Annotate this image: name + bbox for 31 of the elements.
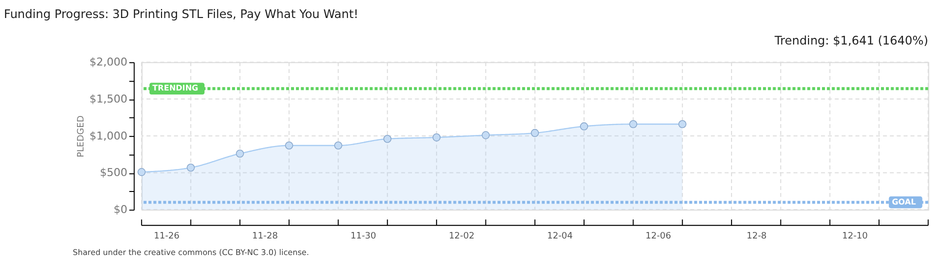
y-tick-label: $1,500 <box>90 92 128 106</box>
point <box>186 164 195 172</box>
point <box>482 131 490 140</box>
point <box>580 122 588 130</box>
text: Trending: $1,641 (1640%) <box>774 33 928 48</box>
y-tick-label: $2,000 <box>90 56 128 69</box>
y-axis-title: PLEDGED <box>76 115 87 158</box>
y-tick-label: $0 <box>114 203 128 216</box>
point <box>530 128 539 138</box>
point <box>236 150 244 158</box>
x-tick-label: 12-04 <box>547 232 574 242</box>
text: Shared under the creative commons (CC BY-NC 3.0) license. <box>72 248 310 257</box>
x-tick-label: 12-10 <box>842 232 868 242</box>
point <box>285 141 294 150</box>
point <box>334 141 342 150</box>
chart-title: Funding Progress: 3D Printing STL Files, Pay What You Want! <box>4 6 358 21</box>
point <box>138 168 146 176</box>
x-tick-label: 12-02 <box>448 232 474 242</box>
y-tick-label: $500 <box>100 166 128 180</box>
x-tick-label: 11-28 <box>252 232 278 242</box>
point <box>629 120 638 128</box>
ref-line-label: TRENDING <box>152 84 198 93</box>
point <box>678 120 686 128</box>
point <box>383 134 392 143</box>
x-tick-label: 11-30 <box>350 232 377 242</box>
x-tick-label: 11-26 <box>154 232 180 242</box>
x-tick-label: 12-06 <box>645 232 672 242</box>
x-tick-label: 12-8 <box>746 232 768 242</box>
point <box>432 133 441 142</box>
ref-line-label: GOAL <box>892 197 916 206</box>
y-tick-label: $1,000 <box>90 129 128 142</box>
